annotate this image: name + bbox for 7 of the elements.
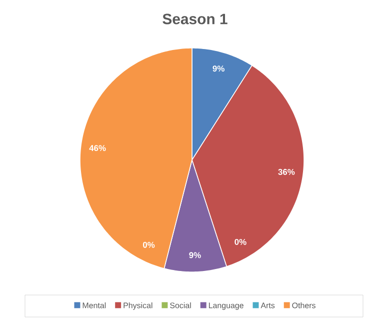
text: 0% (234, 238, 246, 245)
data-label: 9% (189, 252, 201, 258)
chart-title: Season 1 (162, 14, 228, 24)
text: 0% (142, 242, 155, 248)
data-label: 9% (212, 66, 224, 72)
data-label: 46% (89, 145, 106, 152)
data-label: 36% (278, 168, 295, 175)
